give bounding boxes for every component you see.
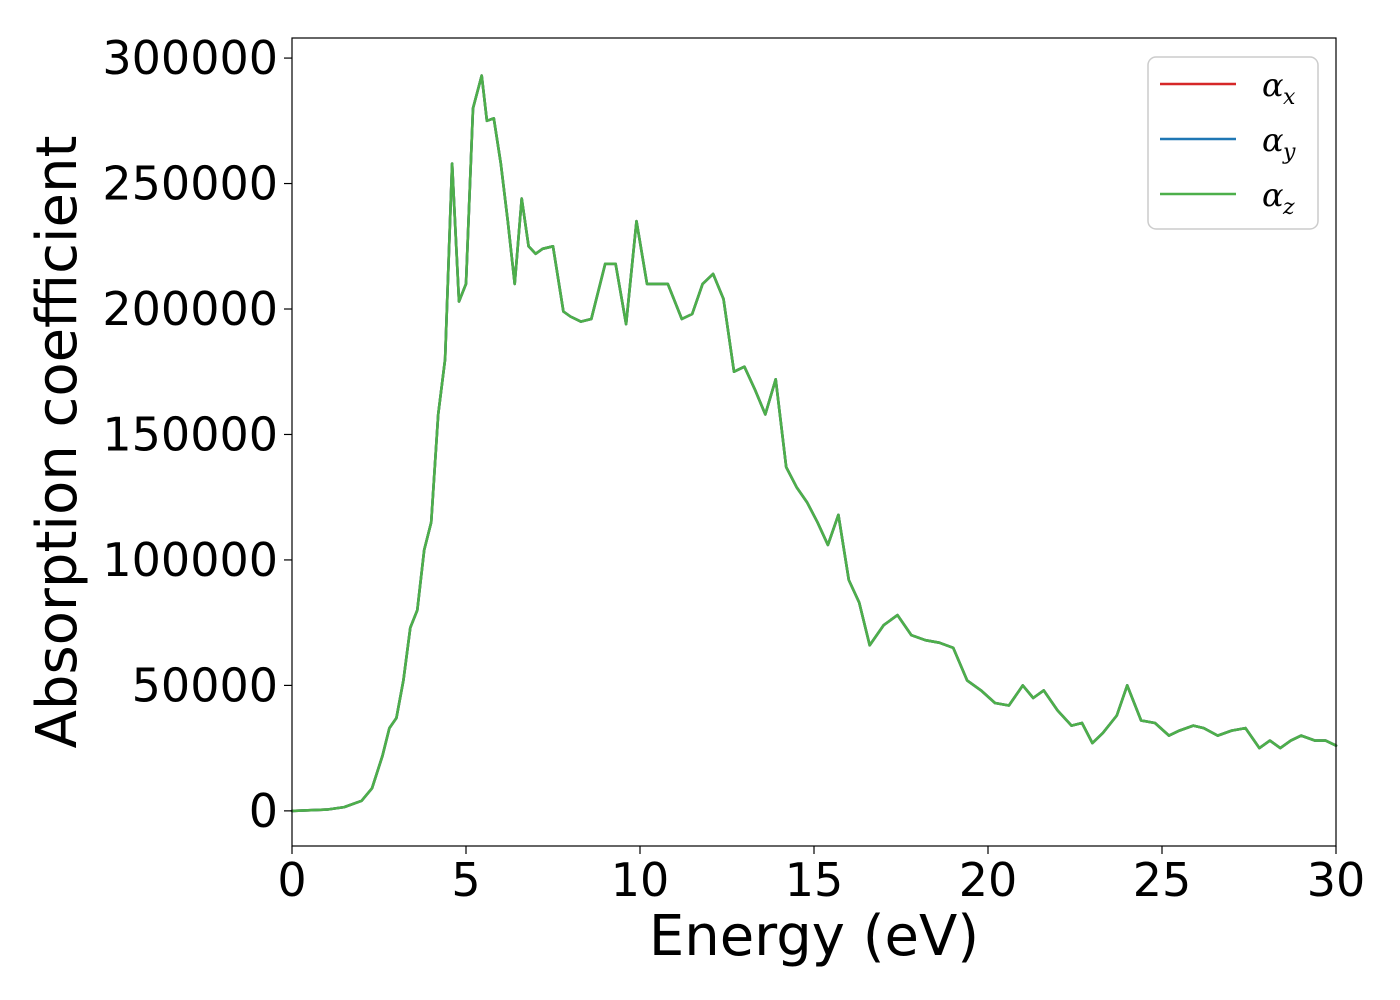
legend-label-x: α: [1262, 66, 1284, 104]
x-axis: 0 5 10 15 20 25 30: [277, 846, 1365, 907]
legend-box: [1147, 56, 1319, 230]
legend-label-z: α: [1262, 176, 1284, 214]
x-tick-label: 15: [785, 853, 844, 907]
x-tick-label: 10: [611, 853, 670, 907]
y-axis: 0 50000 100000 150000 200000 250000 300000: [102, 31, 292, 838]
x-tick-label: 0: [277, 853, 306, 907]
x-axis-title: Energy (eV): [649, 904, 979, 969]
x-tick-label: 25: [1133, 853, 1192, 907]
y-tick-label: 0: [249, 784, 278, 838]
legend: α xα yα z: [1147, 56, 1319, 230]
legend-label-y: α: [1262, 121, 1284, 159]
legend-subscript-y: y: [1282, 140, 1296, 165]
y-tick-label: 250000: [102, 157, 278, 211]
legend-subscript-x: x: [1283, 85, 1296, 110]
y-tick-label: 50000: [132, 658, 278, 712]
y-tick-label: 150000: [102, 407, 278, 461]
series-layer: [290, 74, 1338, 813]
y-tick-label: 200000: [102, 282, 278, 336]
y-axis-title: Absorption coefficient: [25, 136, 90, 749]
y-tick-label: 300000: [102, 31, 278, 85]
x-tick-label: 30: [1307, 853, 1366, 907]
series-line-z: [290, 74, 1338, 813]
y-tick-label: 100000: [102, 533, 278, 587]
x-tick-label: 5: [451, 853, 480, 907]
x-tick-label: 20: [959, 853, 1018, 907]
legend-subscript-z: z: [1282, 195, 1295, 220]
